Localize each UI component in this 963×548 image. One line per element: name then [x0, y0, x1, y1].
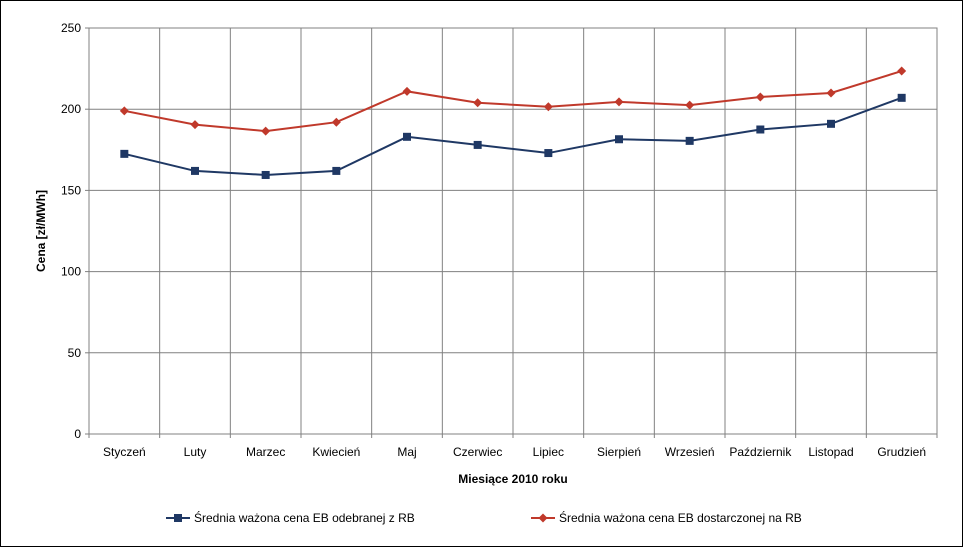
legend-label: Średnia ważona cena EB dostarczonej na R… [559, 510, 802, 525]
grid-lines [89, 27, 937, 435]
x-tick-label: Wrzesień [665, 445, 715, 459]
y-axis-ticks: 0 50 100 150 200 250 [61, 21, 89, 441]
series-1-line [124, 96, 903, 176]
series-2-point [897, 66, 907, 76]
x-tick-label: Kwiecień [312, 445, 360, 459]
x-tick-label: Maj [397, 445, 416, 459]
series-1-point [120, 149, 129, 158]
x-tick-label: Marzec [246, 445, 285, 459]
series-2-point [543, 102, 553, 112]
legend-label: Średnia ważona cena EB odebranej z RB [194, 510, 415, 525]
x-tick-label: Luty [184, 445, 207, 459]
x-tick-label: Listopad [808, 445, 853, 459]
series-2-point [119, 106, 129, 116]
series-2 [119, 66, 907, 136]
series-layer [119, 66, 907, 179]
legend: Średnia ważona cena EB odebranej z RB Śre… [166, 510, 802, 525]
legend-marker-swatch [174, 514, 182, 522]
series-2-point [402, 86, 412, 96]
x-tick-label: Grudzień [877, 445, 926, 459]
series-2-point [685, 100, 695, 110]
series-1-point [685, 136, 694, 145]
y-tick-label: 150 [61, 183, 81, 197]
series-1-point [403, 132, 411, 141]
legend-entry-2: Średnia ważona cena EB dostarczonej na R… [531, 510, 802, 525]
series-2-point [755, 92, 765, 102]
x-tick-label: Styczeń [103, 445, 146, 459]
series-2-point [473, 98, 483, 108]
series-2-point [826, 88, 836, 98]
series-2-point [331, 117, 341, 127]
x-tick-label: Czerwiec [453, 445, 502, 459]
series-1-point [191, 166, 199, 175]
y-axis-title: Cena [zł/MWh] [34, 190, 48, 272]
legend-entry-1: Średnia ważona cena EB odebranej z RB [166, 510, 415, 525]
series-1-point [897, 93, 906, 102]
series-1-point [261, 170, 270, 179]
series-2-line [124, 70, 902, 133]
series-1-point [544, 149, 553, 158]
y-tick-label: 200 [61, 102, 81, 116]
series-1-point [827, 119, 835, 128]
series-2-point [261, 126, 271, 136]
x-tick-label: Październik [729, 445, 792, 459]
legend-marker-swatch [538, 513, 548, 523]
series-1-point [615, 135, 623, 144]
x-axis-ticks: Styczeń Luty Marzec Kwiecień Maj Czerwiec Lipi… [88, 434, 938, 459]
x-tick-label: Lipiec [533, 445, 564, 459]
y-tick-label: 0 [74, 427, 81, 441]
series-1 [120, 93, 906, 179]
series-2-point [190, 120, 200, 130]
y-tick-label: 100 [61, 265, 81, 279]
y-tick-label: 250 [61, 21, 81, 35]
series-1-point [756, 125, 765, 134]
x-axis-title: Miesiące 2010 roku [458, 472, 567, 486]
y-tick-label: 50 [68, 346, 82, 360]
series-2-point [614, 97, 624, 107]
series-1-point [473, 140, 482, 149]
series-1-point [332, 166, 341, 175]
x-tick-label: Sierpień [597, 445, 641, 459]
